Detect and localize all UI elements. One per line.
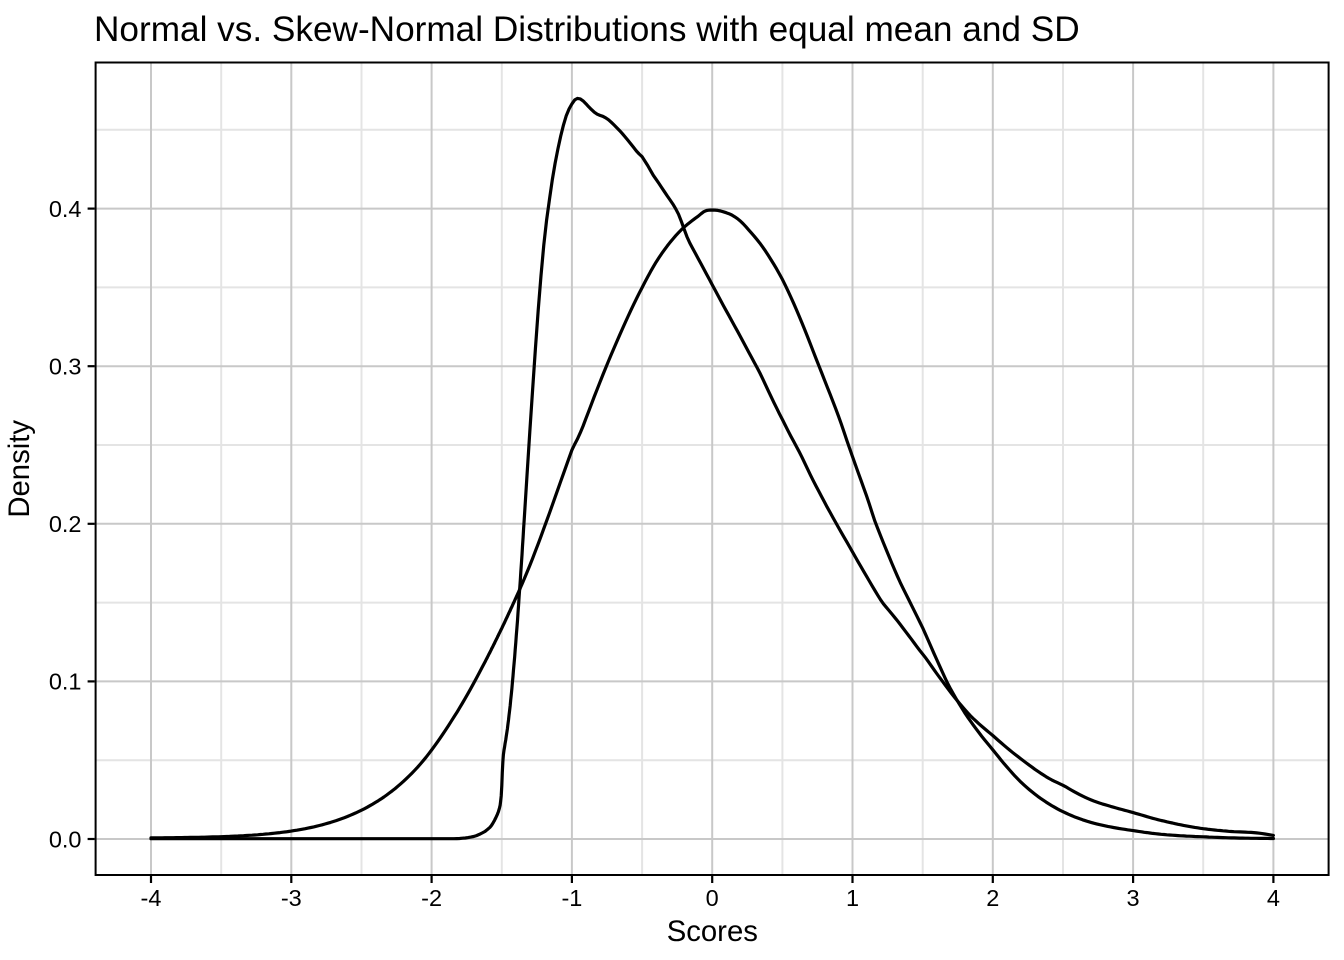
svg-text:-1: -1 bbox=[561, 885, 582, 911]
svg-text:0: 0 bbox=[706, 885, 719, 911]
svg-text:-2: -2 bbox=[421, 885, 442, 911]
svg-text:3: 3 bbox=[1127, 885, 1140, 911]
svg-text:0.0: 0.0 bbox=[49, 826, 82, 852]
svg-text:0.2: 0.2 bbox=[49, 511, 82, 537]
svg-text:0.4: 0.4 bbox=[49, 196, 82, 222]
svg-text:Normal vs. Skew-Normal Distrib: Normal vs. Skew-Normal Distributions wit… bbox=[94, 10, 1080, 49]
svg-text:2: 2 bbox=[986, 885, 999, 911]
svg-text:Density: Density bbox=[3, 420, 36, 518]
svg-text:0.3: 0.3 bbox=[49, 354, 82, 380]
svg-text:0.1: 0.1 bbox=[49, 669, 82, 695]
svg-text:4: 4 bbox=[1267, 885, 1280, 911]
svg-text:-3: -3 bbox=[281, 885, 302, 911]
svg-text:Scores: Scores bbox=[667, 915, 758, 948]
svg-text:-4: -4 bbox=[141, 885, 162, 911]
svg-text:1: 1 bbox=[846, 885, 859, 911]
